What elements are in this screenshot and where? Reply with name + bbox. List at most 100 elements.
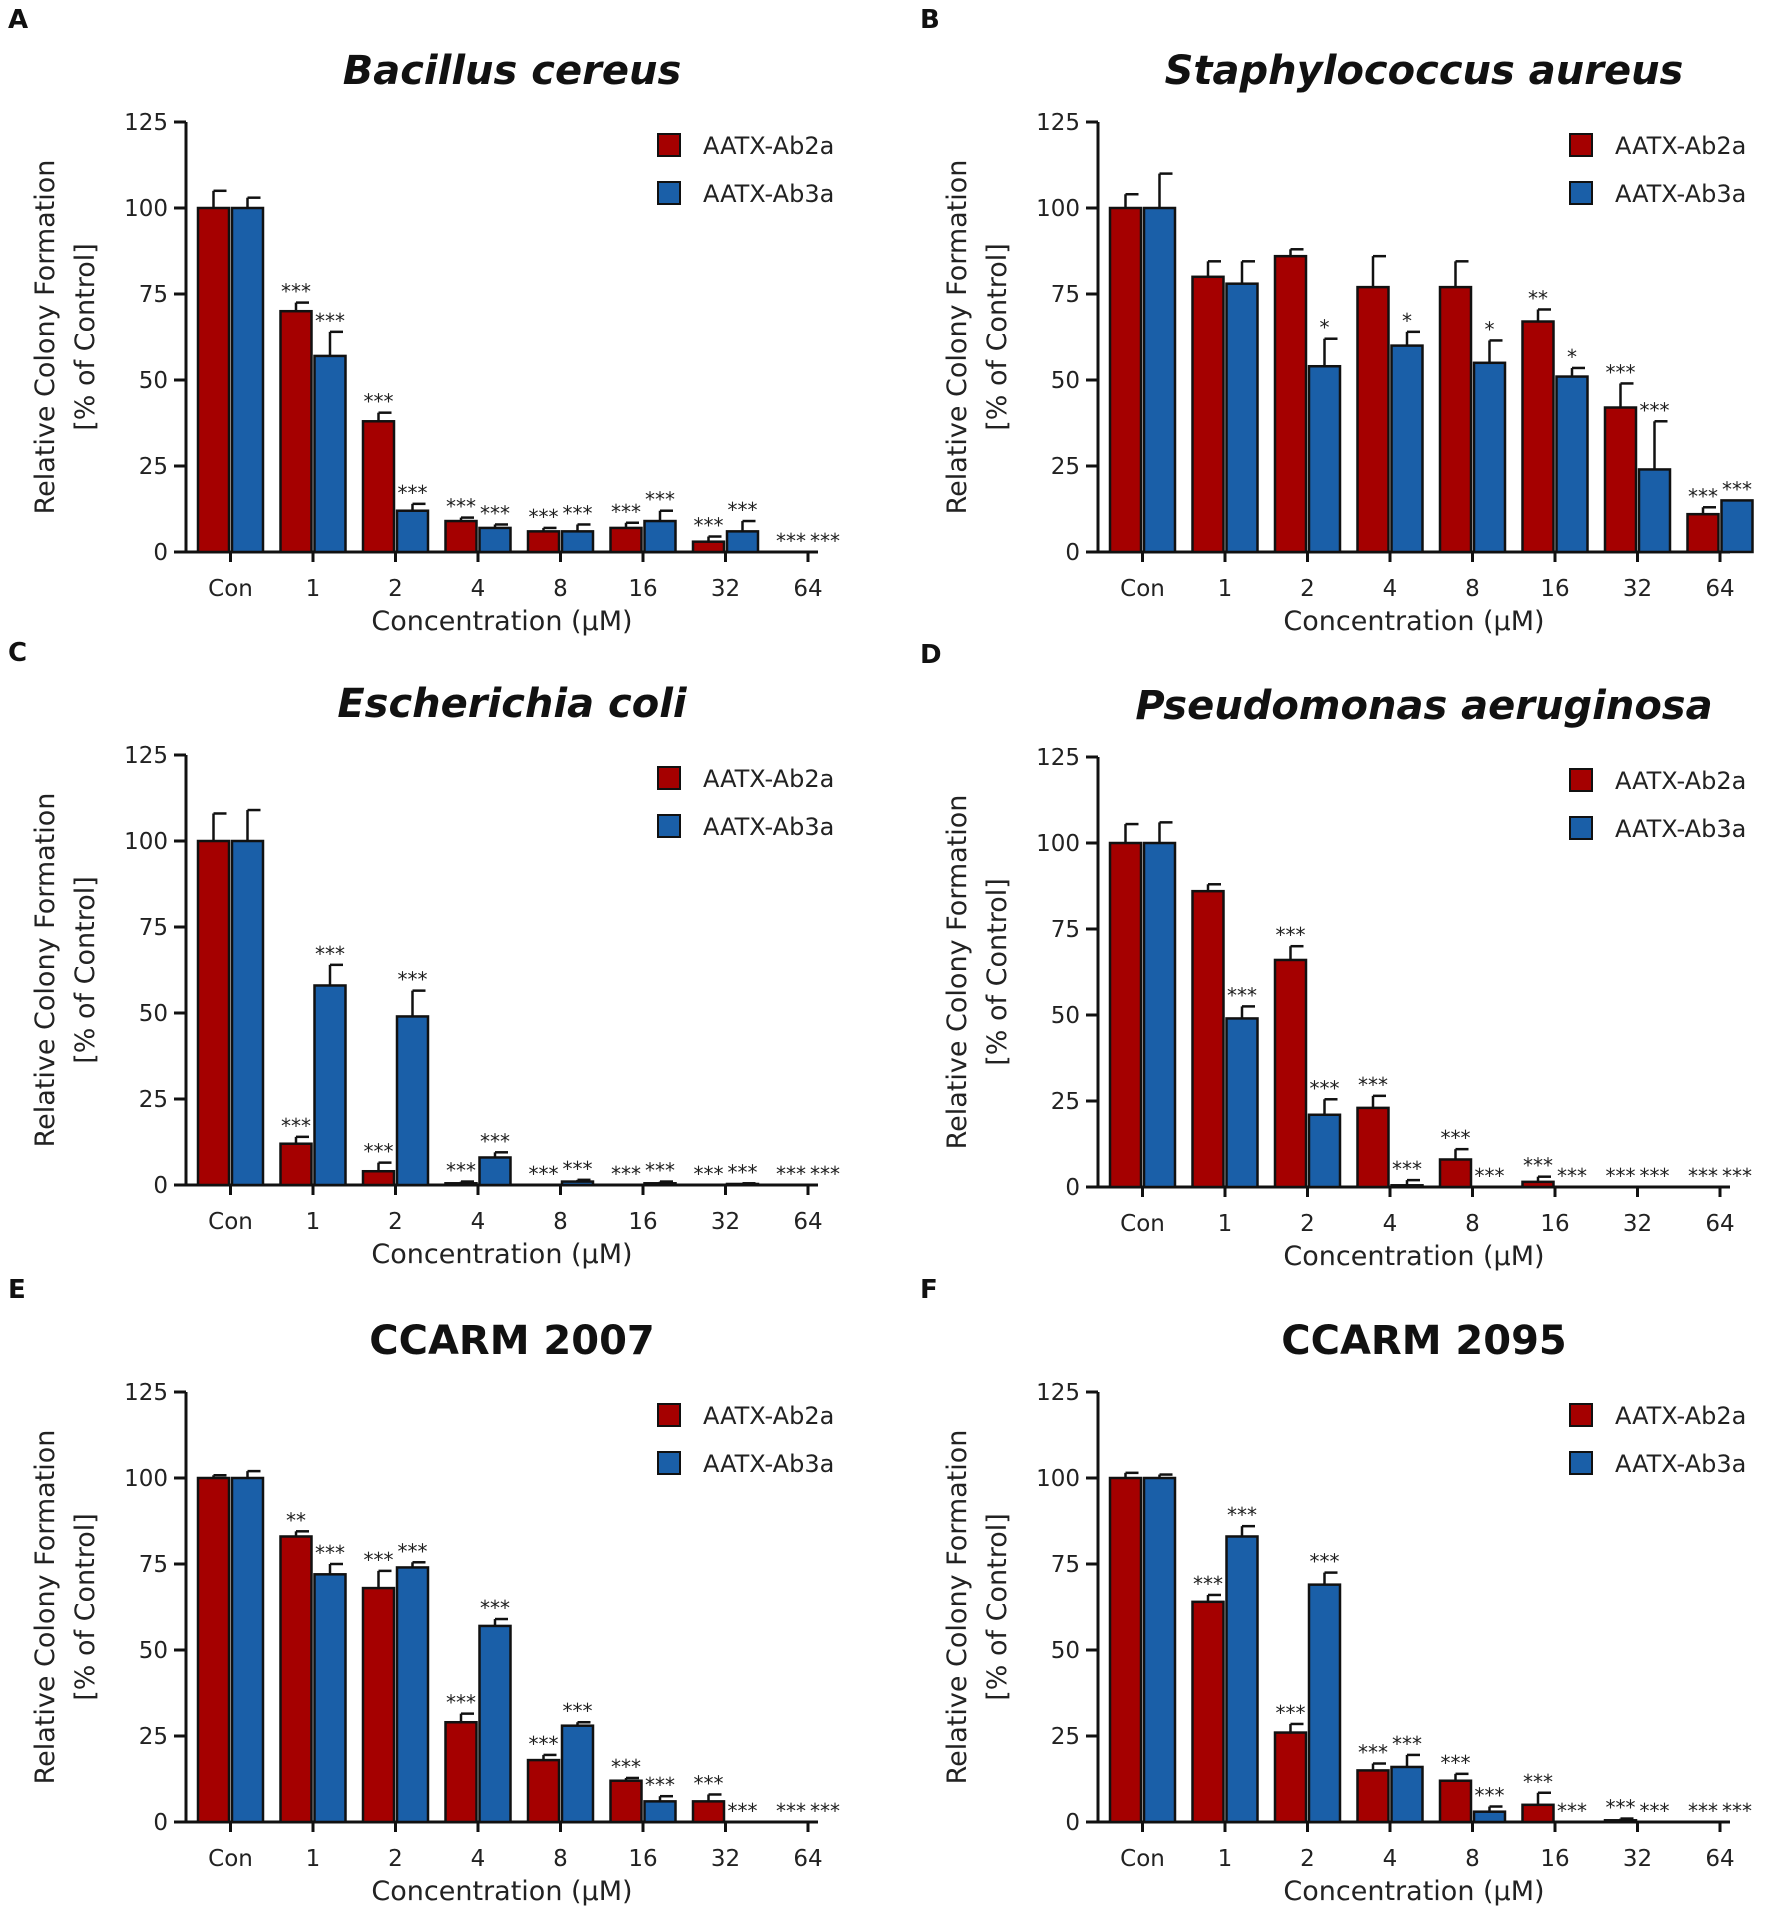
panel-letter: E [8,1275,26,1305]
bar [230,839,265,1187]
significance-label: *** [1310,1550,1340,1574]
panel-letter: A [8,5,28,35]
y-tick-label: 0 [1065,1175,1080,1201]
x-axis-label: Concentration (μM) [1283,1241,1544,1272]
significance-label: *** [645,1773,675,1797]
y-tick-label: 125 [124,1380,168,1406]
bar [1191,889,1225,1189]
bar [560,1180,595,1187]
y-tick-label: 125 [1036,1380,1080,1406]
significance-label: *** [1606,1796,1636,1820]
y-tick-label: 50 [1051,368,1080,394]
bar [1273,1731,1308,1824]
y-tick-label: 50 [1051,1003,1080,1029]
legend-swatch [657,1403,681,1427]
significance-label: *** [1722,477,1752,501]
significance-label: *** [446,1691,476,1715]
bar [643,1800,677,1824]
legend-swatch [657,814,681,838]
x-tick-label: 2 [388,1846,403,1872]
significance-label: *** [315,1541,345,1565]
significance-label: *** [480,1596,510,1620]
x-tick-label: 16 [1540,576,1569,602]
x-tick-label: 32 [711,576,740,602]
bar [1390,1184,1424,1189]
significance-label: *** [1310,1076,1340,1100]
legend-swatch [1569,1403,1593,1427]
significance-label: *** [611,500,641,524]
x-tick-label: 2 [1300,1846,1315,1872]
y-axis-label: Relative Colony Formation [942,1430,973,1785]
y-tick-label: 125 [124,110,168,136]
legend-swatch [657,181,681,205]
bar [279,1535,313,1824]
y-tick-label: 0 [153,1173,168,1199]
bar [1108,841,1143,1189]
y-tick-label: 100 [1036,1466,1080,1492]
bar [478,1156,512,1187]
significance-label: *** [364,1140,394,1164]
x-tick-label: 8 [553,1846,568,1872]
significance-label: *** [810,529,840,553]
y-tick-label: 50 [139,1638,168,1664]
chart-title: Bacillus cereus [343,48,682,94]
bar [279,309,313,554]
x-tick-label: Con [1120,1211,1165,1237]
x-axis-label: Concentration (μM) [371,1239,632,1270]
significance-label: *** [1722,1799,1752,1823]
significance-label: *** [281,1114,311,1138]
y-axis-label-unit: [% of Control] [982,243,1013,431]
x-tick-label: 16 [628,576,657,602]
panel-letter: C [8,638,27,668]
bar [1108,206,1143,554]
y-tick-label: 25 [1051,454,1080,480]
bar [279,1142,313,1187]
x-tick-label: 2 [1300,576,1315,602]
x-axis-label: Concentration (μM) [1283,1876,1544,1907]
chart-title: Pseudomonas aeruginosa [1135,683,1712,729]
x-tick-label: Con [1120,576,1165,602]
legend-label: AATX-Ab2a [1615,1402,1746,1430]
significance-label: *** [563,1699,593,1723]
legend-label: AATX-Ab3a [1615,815,1746,843]
significance-label: *** [645,1159,675,1183]
x-tick-label: 32 [1623,576,1652,602]
x-tick-label: Con [208,1846,253,1872]
y-tick-label: 75 [1051,917,1080,943]
legend-label: AATX-Ab3a [1615,180,1746,208]
bar [361,420,396,554]
bar [444,1720,478,1824]
y-tick-label: 0 [1065,540,1080,566]
significance-label: *** [480,501,510,525]
significance-label: *** [728,1799,758,1823]
significance-label: *** [1688,1164,1718,1188]
significance-label: *** [694,1771,724,1795]
significance-label: *** [364,390,394,414]
bar [1521,1180,1555,1189]
y-axis-label-unit: [% of Control] [70,243,101,431]
significance-label: *** [529,505,559,529]
bar [560,530,595,554]
legend-swatch [1569,133,1593,157]
x-tick-label: 4 [1383,1846,1398,1872]
bar [1142,1476,1177,1824]
significance-label: *** [645,488,675,512]
chart-panel-f: F CCARM 2095 0 25 50 75 100 125 Relative Colony … [920,1275,1752,1907]
y-axis-label: Relative Colony Formation [30,1430,61,1785]
significance-label: *** [1475,1164,1505,1188]
bar [1521,1803,1555,1824]
bar [395,1566,430,1824]
x-tick-label: 4 [1383,1211,1398,1237]
x-axis-label: Concentration (μM) [371,606,632,637]
significance-label: *** [1722,1164,1752,1188]
bar [1273,254,1308,554]
chart-title: CCARM 2095 [1281,1318,1567,1364]
y-axis-label: Relative Colony Formation [942,795,973,1150]
significance-label: *** [364,1548,394,1572]
bar [361,1586,396,1824]
bar [1225,1535,1259,1824]
bar [1273,958,1308,1189]
y-tick-label: 75 [1051,282,1080,308]
legend-label: AATX-Ab2a [703,1402,834,1430]
